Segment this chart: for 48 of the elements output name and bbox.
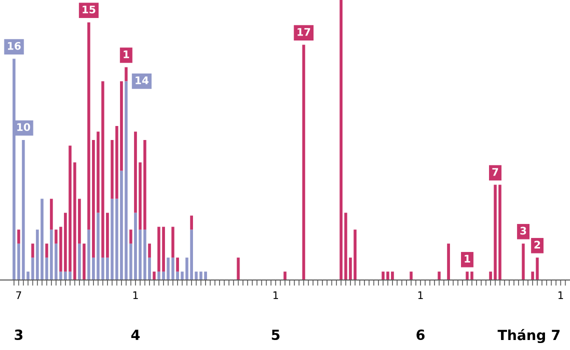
bar <box>498 184 502 280</box>
bar <box>143 140 146 230</box>
bar <box>382 272 385 280</box>
bar <box>152 272 156 280</box>
text: Tháng 7 <box>498 328 560 344</box>
bar <box>302 44 306 280</box>
bar <box>470 272 474 280</box>
annotation: 1 <box>124 50 130 58</box>
annotation: 16 <box>8 42 21 50</box>
bar <box>50 198 53 230</box>
x-tick-label: 1 <box>418 291 423 300</box>
text: 3 <box>14 330 22 340</box>
x-tick-label: 1 <box>558 291 564 300</box>
bar <box>171 226 174 258</box>
annotation: 3 <box>520 226 526 235</box>
bar <box>410 272 413 280</box>
text: 6 <box>416 330 425 340</box>
bar <box>447 244 450 280</box>
annotation: 7 <box>492 168 498 176</box>
bar <box>129 230 132 244</box>
bar <box>54 230 58 244</box>
bar <box>148 244 151 258</box>
bar <box>78 198 81 244</box>
x-tick-label: 1 <box>273 291 278 300</box>
text: 5 <box>272 330 280 340</box>
annotation: 15 <box>82 6 96 14</box>
bar <box>124 67 128 82</box>
bar <box>17 230 20 244</box>
bar <box>190 216 194 230</box>
bar <box>106 212 109 258</box>
annotation: 1 <box>464 254 470 262</box>
x-tick-label: 1 <box>133 291 138 300</box>
bar <box>284 272 286 280</box>
annotation: 17 <box>298 28 310 36</box>
annotation: 14 <box>136 76 148 84</box>
bar <box>531 272 534 280</box>
bar <box>489 272 492 280</box>
bar <box>110 140 114 199</box>
bar <box>340 0 343 280</box>
annotation: 2 <box>534 240 540 248</box>
bar <box>176 258 179 272</box>
text: 4 <box>131 330 140 340</box>
x-tick-label: 7 <box>16 291 22 300</box>
bar <box>391 272 394 280</box>
bar <box>438 272 441 280</box>
bar <box>78 244 81 280</box>
annotation: 10 <box>17 123 30 132</box>
bar <box>82 244 86 280</box>
